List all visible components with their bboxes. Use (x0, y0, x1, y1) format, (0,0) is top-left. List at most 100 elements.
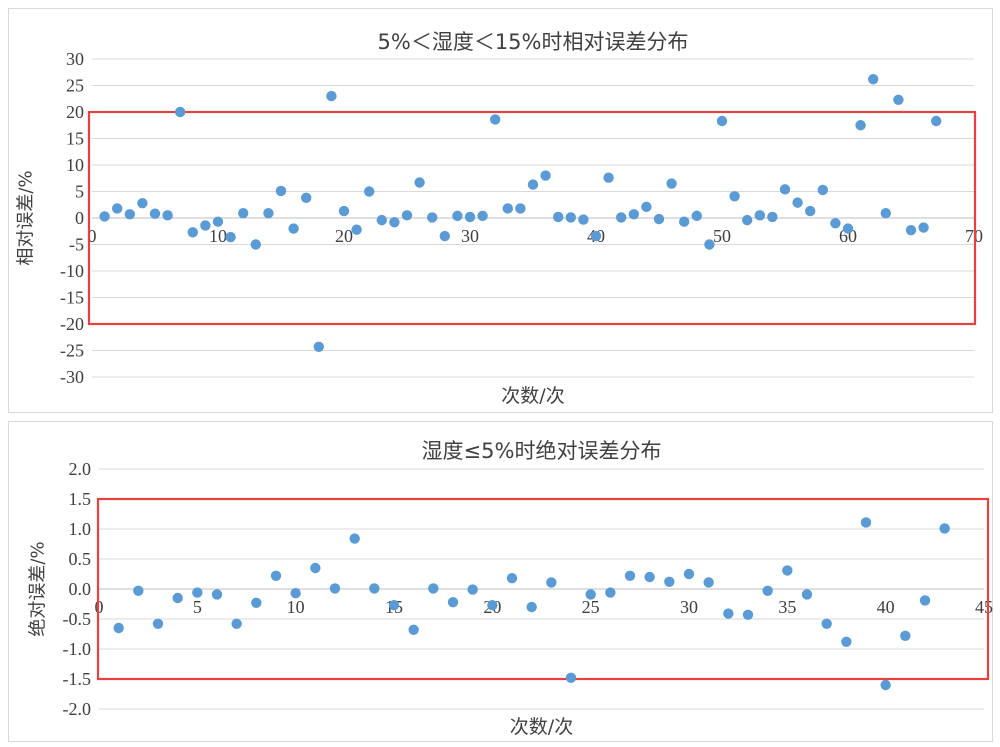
data-point (578, 214, 589, 225)
data-point (301, 192, 312, 204)
data-point (762, 585, 773, 596)
x-tick-label: 5 (193, 597, 202, 617)
data-point (918, 222, 929, 233)
data-point (192, 587, 203, 598)
data-point (855, 120, 866, 131)
x-tick-label: 45 (975, 597, 993, 617)
x-tick-label: 35 (778, 597, 796, 617)
data-point (275, 185, 287, 197)
y-tick-label: -10 (60, 261, 84, 281)
data-point (464, 211, 476, 223)
data-point (388, 600, 400, 611)
data-point (767, 211, 778, 223)
data-point (605, 587, 616, 598)
y-tick-label: -5 (69, 235, 84, 255)
data-point (162, 210, 173, 221)
data-point (401, 210, 413, 221)
data-point (477, 210, 488, 222)
data-point (187, 227, 198, 238)
data-point (310, 562, 321, 574)
data-point (880, 208, 891, 219)
data-point (487, 600, 498, 611)
data-point (691, 210, 702, 222)
x-tick-label: 30 (461, 226, 479, 246)
y-tick-label: 30 (66, 49, 84, 69)
y-axis-label: 相对误差/% (15, 170, 36, 265)
data-point (703, 577, 714, 588)
chart-relative-error: 302520151050-5-10-15-20-25-3001020304050… (15, 30, 983, 407)
data-point (801, 589, 813, 600)
x-tick-label: 0 (88, 226, 97, 246)
y-tick-label: 20 (66, 102, 84, 122)
y-tick-label: 1.5 (69, 489, 92, 509)
y-tick-label: 0 (75, 208, 84, 228)
data-point (349, 533, 360, 544)
data-point (754, 210, 765, 221)
data-point (250, 239, 261, 250)
data-point (175, 106, 186, 118)
data-point (742, 609, 754, 620)
data-point (270, 570, 282, 581)
x-tick-label: 10 (287, 597, 305, 617)
data-point (313, 341, 324, 352)
data-point (546, 577, 557, 588)
data-point (616, 212, 627, 223)
data-point (860, 517, 872, 528)
y-tick-label: -1.5 (63, 669, 92, 689)
x-tick-label: 40 (877, 597, 895, 617)
x-tick-label: 25 (582, 597, 600, 617)
data-point (723, 608, 734, 619)
y-tick-label: -1.0 (63, 639, 92, 659)
data-point (364, 186, 375, 197)
data-point (231, 618, 242, 629)
data-point (540, 170, 551, 181)
chart-panel-absolute-error: 2.01.51.00.50.0-0.5-1.0-1.5-2.0051015202… (8, 421, 993, 742)
x-axis-label: 次数/次 (510, 716, 573, 738)
y-tick-label: 1.0 (69, 519, 92, 539)
data-point (553, 211, 564, 223)
data-point (238, 208, 249, 219)
data-point (527, 179, 539, 190)
data-point (452, 210, 463, 222)
data-point (263, 208, 274, 219)
data-point (644, 571, 655, 583)
data-point (931, 115, 942, 127)
data-point (99, 211, 110, 222)
data-point (326, 90, 337, 102)
chart-absolute-error: 2.01.51.00.50.0-0.5-1.0-1.5-2.0051015202… (27, 439, 993, 738)
data-point (900, 630, 911, 641)
y-tick-label: 0.5 (69, 549, 92, 569)
data-point (666, 178, 677, 189)
data-point (288, 223, 299, 234)
data-point (152, 618, 164, 629)
data-point (792, 197, 803, 208)
data-point (428, 583, 439, 594)
data-point (565, 672, 577, 683)
data-point (329, 583, 341, 594)
data-point (225, 231, 236, 243)
data-point (821, 618, 832, 629)
data-point (782, 565, 793, 576)
chart-title: 湿度≤5%时绝对误差分布 (422, 439, 662, 463)
data-point (679, 216, 690, 227)
data-point (490, 114, 501, 125)
data-point (590, 230, 602, 242)
data-point (376, 214, 387, 226)
data-point (427, 212, 438, 223)
data-point (113, 622, 124, 634)
y-tick-label: 0.0 (69, 579, 92, 599)
data-point (506, 573, 518, 584)
y-tick-label: 5 (75, 182, 84, 202)
y-tick-label: 25 (66, 76, 84, 96)
data-point (137, 197, 148, 209)
y-tick-label: 15 (66, 129, 84, 149)
data-point (502, 203, 513, 214)
data-point (603, 172, 614, 183)
x-tick-label: 30 (680, 597, 698, 617)
highlight-box (87, 110, 977, 326)
data-point (585, 589, 596, 600)
highlight-box (96, 497, 990, 681)
data-point (664, 576, 675, 587)
chart-title: 5%＜湿度＜15%时相对误差分布 (378, 30, 689, 54)
x-axis-label: 次数/次 (501, 385, 564, 407)
